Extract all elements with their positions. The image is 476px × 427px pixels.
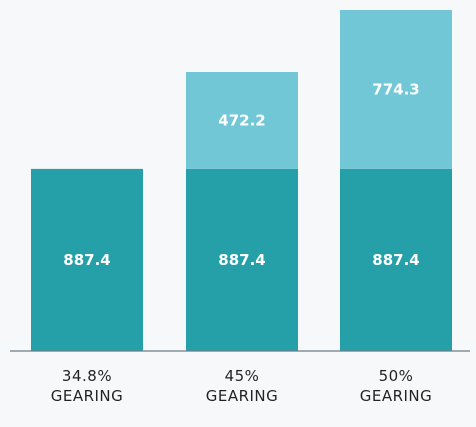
bar-value-label-2-0: 887.4 <box>372 251 419 269</box>
bar-segment-1-1 <box>186 71 298 169</box>
bar-segment-0-0 <box>31 168 143 351</box>
bar-segment-2-0 <box>340 168 452 351</box>
category-label-2-line-0: 50% <box>379 367 414 385</box>
bar-value-label-0-0: 887.4 <box>63 251 110 269</box>
category-label-1-line-0: 45% <box>225 367 260 385</box>
bar-value-label-1-1: 472.2 <box>218 111 265 129</box>
value-labels-layer: 887.4 887.4 472.2 887.4 774.3 <box>63 80 419 268</box>
category-label-0-line-1: GEARING <box>51 387 124 405</box>
category-labels-layer: 34.8% GEARING 45% GEARING 50% GEARING <box>51 367 433 405</box>
bar-value-label-2-1: 774.3 <box>372 80 419 98</box>
category-label-2-line-1: GEARING <box>360 387 433 405</box>
bars-layer <box>31 10 452 351</box>
bar-segment-2-1 <box>340 10 452 169</box>
category-label-1-line-1: GEARING <box>206 387 279 405</box>
category-label-0-line-0: 34.8% <box>62 367 112 385</box>
bar-value-label-1-0: 887.4 <box>218 251 265 269</box>
bar-segment-1-0 <box>186 168 298 351</box>
